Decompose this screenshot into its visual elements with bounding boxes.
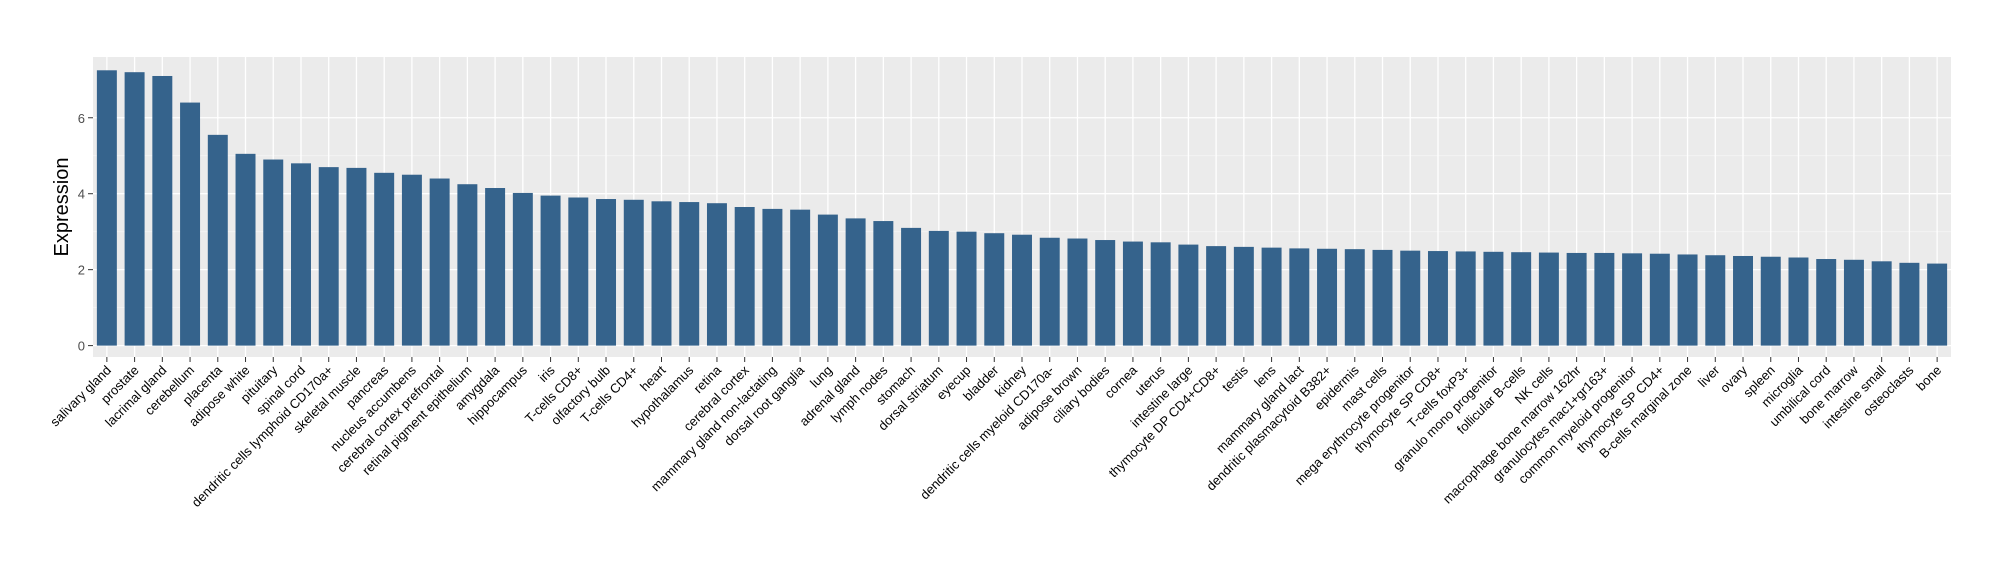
bar <box>1705 255 1726 346</box>
bar <box>1372 249 1393 346</box>
bar <box>873 221 894 346</box>
y-tick-label: 0 <box>78 339 85 354</box>
bar <box>374 172 395 346</box>
bar <box>1760 256 1781 346</box>
bar <box>901 227 922 346</box>
bar <box>1843 259 1864 346</box>
bar <box>817 214 838 346</box>
bar <box>790 209 811 346</box>
bar <box>263 159 284 346</box>
bar <box>734 207 755 346</box>
bar <box>152 75 173 346</box>
bar <box>1289 248 1310 346</box>
bar <box>318 167 339 346</box>
y-tick-label: 2 <box>78 263 85 278</box>
x-tick-label: cornea <box>1101 362 1140 401</box>
bar <box>1206 246 1227 346</box>
bar <box>346 167 367 346</box>
bar <box>1594 252 1615 346</box>
bar <box>1261 247 1282 346</box>
bar <box>984 233 1005 346</box>
bar <box>1122 241 1143 346</box>
bar <box>1317 248 1338 346</box>
bar <box>180 102 201 346</box>
bar <box>623 199 644 346</box>
bar <box>1233 246 1254 346</box>
x-tick-label: testis <box>1219 362 1251 394</box>
bar <box>1400 250 1421 346</box>
bar <box>1566 252 1587 346</box>
bar <box>1012 234 1032 346</box>
bar <box>1455 251 1476 346</box>
bar <box>1178 244 1199 346</box>
bar <box>928 230 949 346</box>
bar <box>1344 249 1365 346</box>
bar <box>1622 253 1643 346</box>
bars <box>96 70 1948 346</box>
y-tick-label: 6 <box>78 111 85 126</box>
bar <box>1150 242 1171 346</box>
bar <box>706 203 727 346</box>
bar <box>1095 240 1116 346</box>
bar <box>568 197 589 346</box>
bar <box>1067 238 1088 346</box>
bar <box>1483 251 1504 346</box>
bar <box>401 174 422 346</box>
y-tick-label: 4 <box>78 187 85 202</box>
bar <box>1538 252 1559 346</box>
bar <box>457 184 478 346</box>
bar <box>207 134 228 346</box>
bar <box>956 231 977 346</box>
bar <box>596 199 617 346</box>
bar <box>651 201 672 346</box>
bar <box>762 208 783 346</box>
bar <box>96 70 117 346</box>
bar <box>1927 263 1948 346</box>
bar <box>1871 261 1892 346</box>
bar <box>1039 237 1060 346</box>
bar <box>291 163 311 346</box>
bar <box>124 72 145 346</box>
bar <box>1427 251 1448 346</box>
bar <box>540 195 561 346</box>
bar <box>1788 257 1809 346</box>
bar <box>1816 259 1837 346</box>
bar <box>485 188 506 346</box>
bar <box>1733 255 1753 346</box>
bar <box>1677 254 1698 346</box>
bar <box>1511 252 1532 346</box>
bar <box>679 202 700 346</box>
x-tick-label: bone <box>1913 363 1944 394</box>
bar <box>845 218 866 346</box>
y-axis-label: Expression <box>51 158 73 257</box>
bar <box>1899 262 1920 346</box>
bar <box>429 178 450 346</box>
y-axis-ticks: 0 2 4 6 <box>78 111 93 354</box>
bar <box>1649 253 1670 346</box>
bar <box>235 153 256 346</box>
bar <box>512 192 533 346</box>
